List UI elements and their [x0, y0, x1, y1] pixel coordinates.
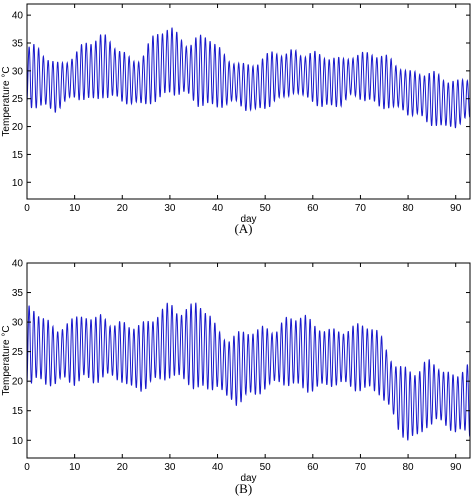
panel-a-ticks: 0 10 20 30 40 50 60 70 80 90 10 15 20 25 30 35 40	[12, 4, 470, 214]
panel-a-y-tick-label: 35	[12, 39, 24, 50]
panel-b-axes-frame	[26, 262, 471, 459]
panel-a-y-tick-label: 40	[12, 11, 24, 22]
panel-a-x-tick-label: 50	[260, 203, 272, 214]
panel-b-x-tick-label: 10	[69, 462, 81, 473]
panel-b-x-tick-label: 60	[307, 462, 319, 473]
panel-a-x-axis-label: day	[240, 214, 256, 225]
panel-a-x-tick-label: 10	[69, 203, 81, 214]
panel-a-axes-frame	[26, 3, 471, 200]
panel-a-chart: 0 10 20 30 40 50 60 70 80 90 10 15 20 25 30 35 40 day Te…	[1, 3, 471, 236]
panel-b-caption: (B)	[235, 481, 252, 496]
panel-b-y-tick-label: 30	[12, 318, 24, 329]
panel-b-ticks: 0 10 20 30 40 50 60 70 80 90 10 15 20 25 30 35 40	[12, 259, 470, 473]
panel-b-chart: 0 10 20 30 40 50 60 70 80 90 10 15 20 25 30 35 40 day Te…	[1, 259, 471, 496]
panel-b-x-axis-label: day	[240, 473, 256, 484]
panel-b-y-tick-label: 10	[12, 436, 24, 447]
panel-b-y-tick-label: 40	[12, 259, 24, 270]
panel-b-x-tick-label: 20	[117, 462, 129, 473]
panel-b-x-tick-label: 40	[212, 462, 224, 473]
panel-b-x-tick-label: 80	[403, 462, 415, 473]
panel-a-x-tick-label: 90	[450, 203, 462, 214]
panel-a-x-tick-label: 20	[117, 203, 129, 214]
panel-a-x-tick-label: 30	[164, 203, 176, 214]
panel-b-y-tick-label: 20	[12, 377, 24, 388]
panel-b-y-tick-label: 15	[12, 406, 24, 417]
panel-b-series-line	[26, 302, 471, 441]
panel-b-x-tick-label: 70	[355, 462, 367, 473]
panel-a-series-layer	[26, 27, 471, 129]
panel-b-y-tick-label: 35	[12, 288, 24, 299]
panel-a-y-tick-label: 25	[12, 94, 24, 105]
panel-a-x-tick-label: 60	[307, 203, 319, 214]
panel-a-x-tick-label: 70	[355, 203, 367, 214]
panel-a-y-tick-label: 15	[12, 150, 24, 161]
panel-b-x-tick-label: 30	[164, 462, 176, 473]
panel-a-y-tick-label: 10	[12, 178, 24, 189]
panel-a-y-axis-label: Temperature °C	[1, 66, 12, 136]
panel-a-x-tick-label: 0	[24, 203, 30, 214]
panel-a-series-line	[26, 27, 471, 129]
panel-b-x-tick-label: 90	[450, 462, 462, 473]
panel-b-x-tick-label: 0	[24, 462, 30, 473]
panel-b-x-tick-label: 50	[260, 462, 272, 473]
panel-a-x-tick-label: 40	[212, 203, 224, 214]
panel-b-y-axis-label: Temperature °C	[1, 325, 12, 395]
panel-a-caption: (A)	[234, 221, 252, 236]
panel-a-y-tick-label: 30	[12, 66, 24, 77]
panel-b-series-layer	[26, 302, 471, 441]
panel-a-y-tick-label: 20	[12, 122, 24, 133]
panel-b-y-tick-label: 25	[12, 347, 24, 358]
panel-a-x-tick-label: 80	[403, 203, 415, 214]
